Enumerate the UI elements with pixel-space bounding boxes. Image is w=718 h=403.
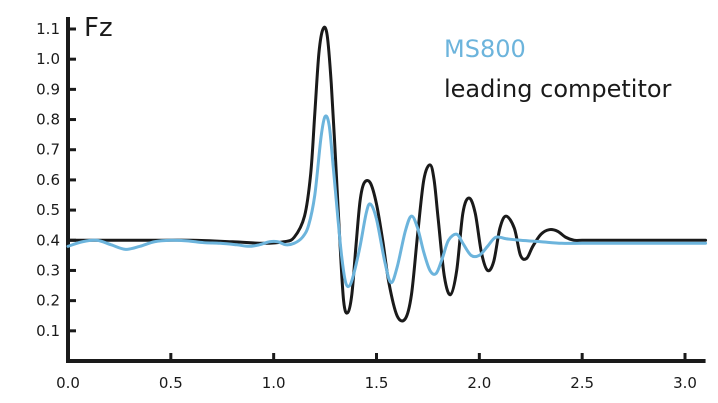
x-tick-label: 2.0 (467, 374, 491, 392)
y-tick-label: 0.7 (36, 141, 60, 159)
x-ticks: 0.0 0.5 1.0 1.5 2.0 2.5 3.0 (56, 353, 697, 392)
series-line-leading-competitor (66, 25, 708, 323)
series-layer (66, 25, 708, 323)
x-tick-label: 1.0 (262, 374, 286, 392)
x-tick-label: 1.5 (365, 374, 389, 392)
x-tick-label: 0.5 (159, 374, 183, 392)
y-tick-label: 0.4 (36, 231, 60, 249)
y-tick-label: 1.0 (36, 50, 60, 68)
y-axis-label: Fz (84, 13, 113, 43)
x-tick-label: 3.0 (673, 374, 697, 392)
y-ticks: 0.1 0.2 0.3 0.4 0.5 0.6 0.7 0.8 0.9 1.0 1.1 (36, 20, 76, 340)
y-tick-label: 0.9 (36, 80, 60, 98)
y-tick-label: 0.8 (36, 111, 60, 129)
x-tick-label: 0.0 (56, 374, 80, 392)
series-line-ms800 (66, 114, 708, 289)
y-tick-label: 0.1 (36, 322, 60, 340)
y-tick-label: 0.6 (36, 171, 60, 189)
axes: 0.1 0.2 0.3 0.4 0.5 0.6 0.7 0.8 0.9 1.0 1.1 0.0 0.5… (36, 16, 706, 392)
legend-entry-ms800: MS800 (444, 35, 526, 63)
legend: MS800 leading competitor (444, 35, 672, 103)
y-tick-label: 1.1 (36, 20, 60, 38)
legend-entry-leading-competitor: leading competitor (444, 75, 672, 103)
x-tick-label: 2.5 (570, 374, 594, 392)
y-tick-label: 0.3 (36, 261, 60, 279)
y-tick-label: 0.2 (36, 292, 60, 310)
y-tick-label: 0.5 (36, 201, 60, 219)
